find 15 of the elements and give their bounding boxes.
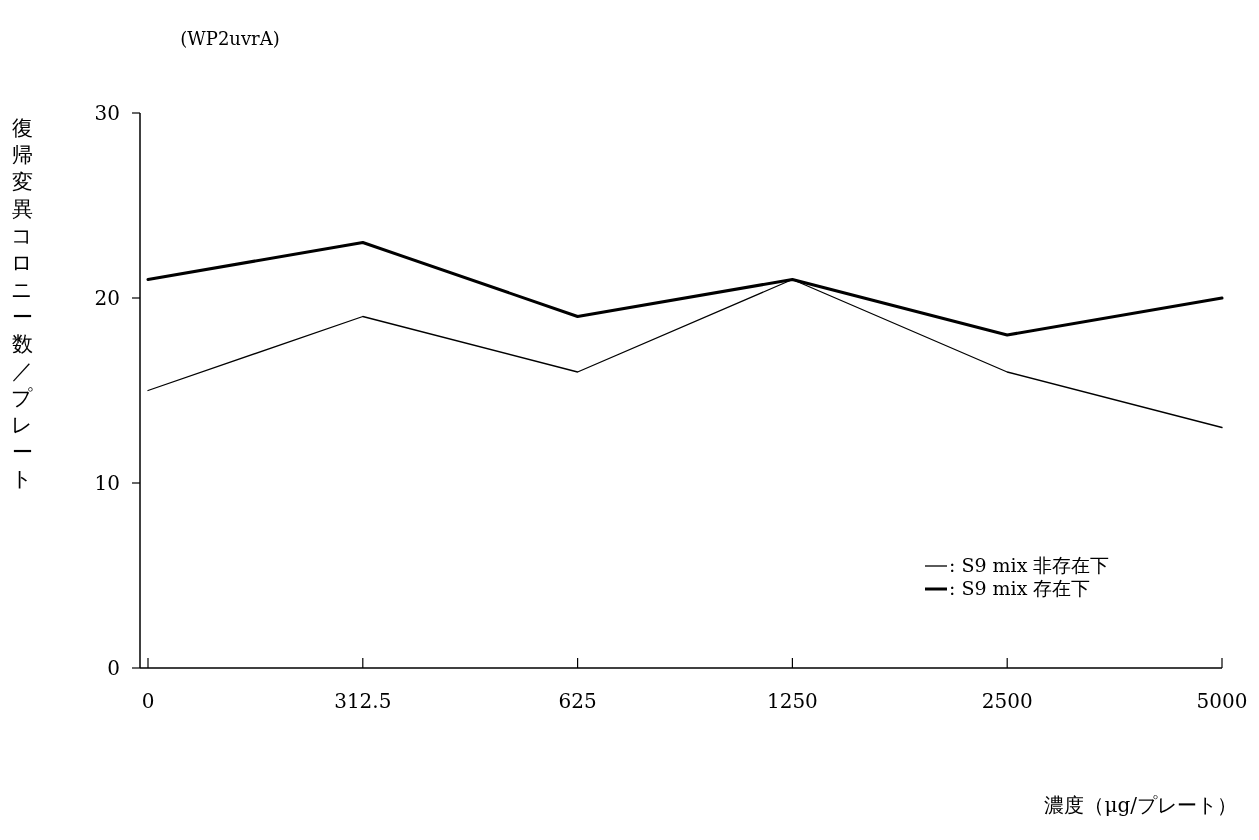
text: 復帰変異コロニー数／プレート <box>11 116 33 491</box>
chart-title: (WP2uvrA) <box>180 28 280 49</box>
y-tick-label: 10 <box>94 471 120 495</box>
y-tick-label: 30 <box>94 101 120 125</box>
x-tick-label: 2500 <box>981 689 1033 713</box>
legend-label: : S9 mix 非存在下 <box>949 554 1110 576</box>
x-tick-label: 1250 <box>766 689 818 713</box>
x-axis-title: 濃度（μg/プレート） <box>1044 793 1237 817</box>
x-tick-label: 625 <box>558 689 597 713</box>
y-tick-label: 0 <box>107 656 120 680</box>
legend-label: : S9 mix 存在下 <box>949 577 1091 599</box>
x-tick-label: 312.5 <box>334 689 392 713</box>
x-tick-label: 5000 <box>1196 689 1248 713</box>
x-tick-label: 0 <box>141 689 155 713</box>
y-tick-label: 20 <box>94 286 120 310</box>
